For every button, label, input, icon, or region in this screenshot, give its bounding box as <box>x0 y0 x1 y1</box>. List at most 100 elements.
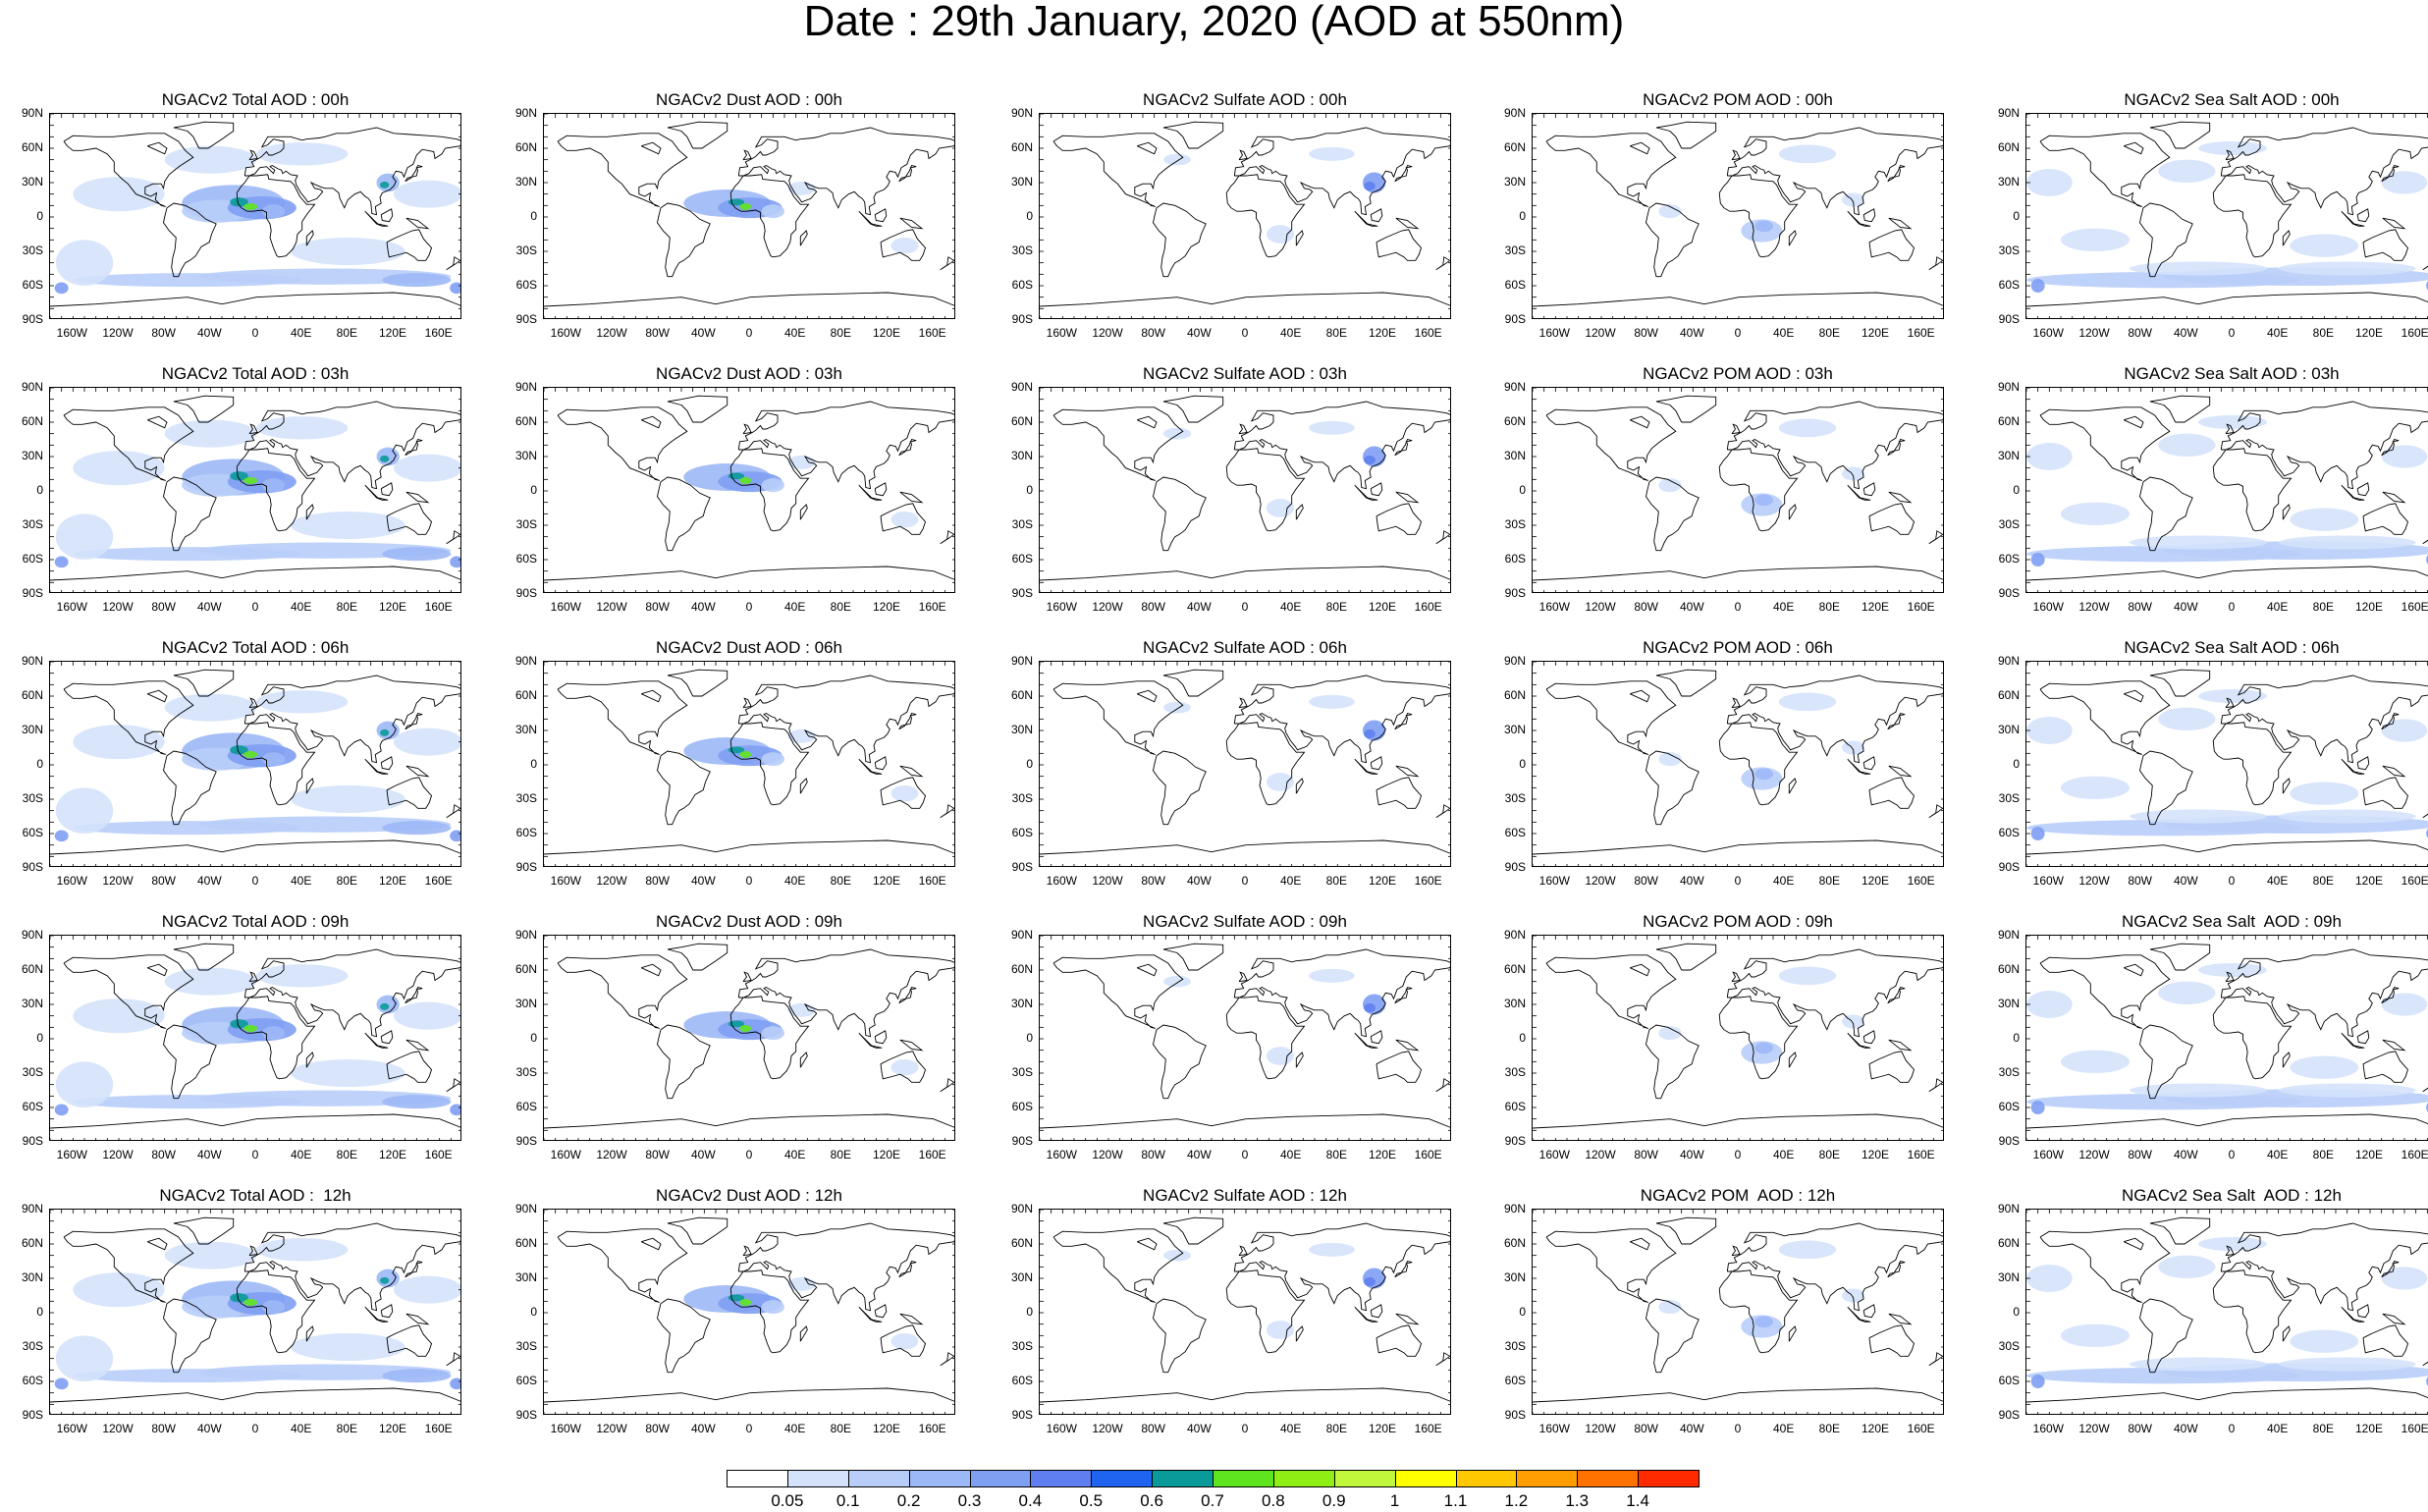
colorbar-swatch <box>969 1470 1032 1487</box>
coastline <box>1153 1298 1207 1374</box>
aod-field <box>73 177 165 212</box>
lat-tick-label: 30S <box>1998 791 2020 805</box>
map-panel-seasalt: NGACv2 Sea Salt AOD : 09h 90N 60N 30N 0 30S 60… <box>1976 912 2428 1162</box>
lon-tick-label: 160W <box>550 874 581 888</box>
lat-tick-label: 0 <box>36 483 43 497</box>
coastline <box>1395 217 1420 230</box>
panel-title: NGACv2 Dust AOD : 12h <box>656 1186 842 1205</box>
coastline <box>1376 503 1423 535</box>
lon-tick-label: 80W <box>2128 1422 2152 1435</box>
aod-field <box>54 1377 69 1390</box>
aod-field <box>2158 707 2216 730</box>
lon-tick-label: 80W <box>1634 1148 1658 1161</box>
aod-field <box>54 1104 69 1116</box>
lat-tick-label: 90N <box>514 106 537 120</box>
lat-tick-label: 30N <box>21 449 43 462</box>
lat-tick-label: 90S <box>1998 586 2020 600</box>
coastline <box>1545 406 1677 481</box>
coastline <box>1726 401 1943 490</box>
aod-field <box>256 142 349 166</box>
lat-tick-label: 90S <box>1504 860 1526 874</box>
aod-field <box>54 556 69 568</box>
lon-tick-label: 160E <box>918 1422 946 1435</box>
coastline <box>248 1245 258 1257</box>
lat-tick-label: 30N <box>514 1270 537 1284</box>
aod-field <box>382 1095 452 1109</box>
lat-tick-label: 60N <box>1503 1236 1526 1250</box>
coastline <box>1655 395 1717 423</box>
lon-tick-label: 160W <box>2032 600 2064 614</box>
coastline <box>364 1306 389 1323</box>
lat-tick-label: 60S <box>1011 1374 1033 1387</box>
coastline <box>858 758 883 775</box>
aod-field <box>2381 719 2428 742</box>
lat-tick-label: 90N <box>1997 928 2020 942</box>
aod-field <box>2030 1101 2045 1114</box>
coastline <box>2382 765 2406 778</box>
aod-field <box>761 1300 784 1315</box>
coastline <box>147 141 168 155</box>
aod-field <box>261 204 286 219</box>
lon-tick-label: 80W <box>2128 874 2152 888</box>
lon-tick-label: 40W <box>1679 1148 1704 1161</box>
aod-field <box>2198 689 2267 703</box>
aod-field <box>291 785 405 813</box>
aod-field <box>256 1238 349 1262</box>
coastline <box>1233 127 1450 216</box>
lon-tick-label: 40W <box>2173 1422 2198 1435</box>
lon-tick-label: 40W <box>1679 1422 1704 1435</box>
lon-tick-label: 40E <box>1279 326 1302 340</box>
lat-tick-label: 60N <box>1010 1236 1033 1250</box>
coastline <box>799 1052 808 1068</box>
aod-field <box>2381 171 2428 194</box>
panel-title: NGACv2 Total AOD : 06h <box>161 638 350 657</box>
lat-tick-label: 90N <box>21 1202 43 1215</box>
lat-tick-label: 90S <box>1504 586 1526 600</box>
lon-tick-label: 0 <box>2228 326 2236 340</box>
coastline <box>2026 839 2428 855</box>
coastline <box>1162 395 1224 423</box>
coastline <box>2039 406 2171 481</box>
lon-tick-label: 0 <box>1734 1148 1742 1161</box>
coastline <box>1137 689 1158 703</box>
coastline <box>1630 689 1650 703</box>
aod-field <box>2290 508 2359 531</box>
world-map <box>1039 935 1451 1141</box>
aod-field <box>230 1019 248 1029</box>
lat-tick-label: 60S <box>1504 1100 1526 1113</box>
coastline <box>898 1260 917 1278</box>
lon-tick-label: 120E <box>1368 1148 1397 1161</box>
aod-field <box>291 238 405 265</box>
coastline <box>405 712 423 730</box>
coastline <box>63 133 194 207</box>
aod-field <box>2026 991 2073 1018</box>
coastline <box>2124 1237 2144 1251</box>
aod-field <box>450 1377 460 1390</box>
coastline <box>899 491 924 504</box>
aod-field <box>243 1299 258 1306</box>
lon-tick-label: 40E <box>2266 1148 2289 1161</box>
lon-tick-label: 160W <box>1046 874 1077 888</box>
lat-tick-label: 90S <box>1011 312 1033 326</box>
aod-field <box>1267 225 1294 243</box>
lon-tick-label: 80W <box>645 874 670 888</box>
lon-tick-label: 120E <box>1368 326 1397 340</box>
coastline <box>1395 491 1420 504</box>
lon-tick-label: 160W <box>1538 1422 1570 1435</box>
aod-field <box>1309 420 1355 435</box>
coastline <box>940 804 954 819</box>
coastline <box>1162 121 1224 149</box>
lon-tick-label: 120E <box>872 600 901 614</box>
lon-tick-label: 80W <box>151 600 176 614</box>
coastline <box>1394 986 1413 1004</box>
aod-field <box>787 181 816 195</box>
world-map <box>2025 113 2428 319</box>
colorbar-swatch <box>1333 1470 1396 1487</box>
aod-field <box>243 1025 258 1032</box>
aod-field <box>394 454 460 482</box>
lon-tick-label: 80E <box>1818 874 1840 888</box>
coastline <box>2362 503 2409 535</box>
coastline <box>1533 1113 1943 1129</box>
lon-tick-label: 80E <box>336 600 357 614</box>
coastline <box>1153 750 1207 826</box>
